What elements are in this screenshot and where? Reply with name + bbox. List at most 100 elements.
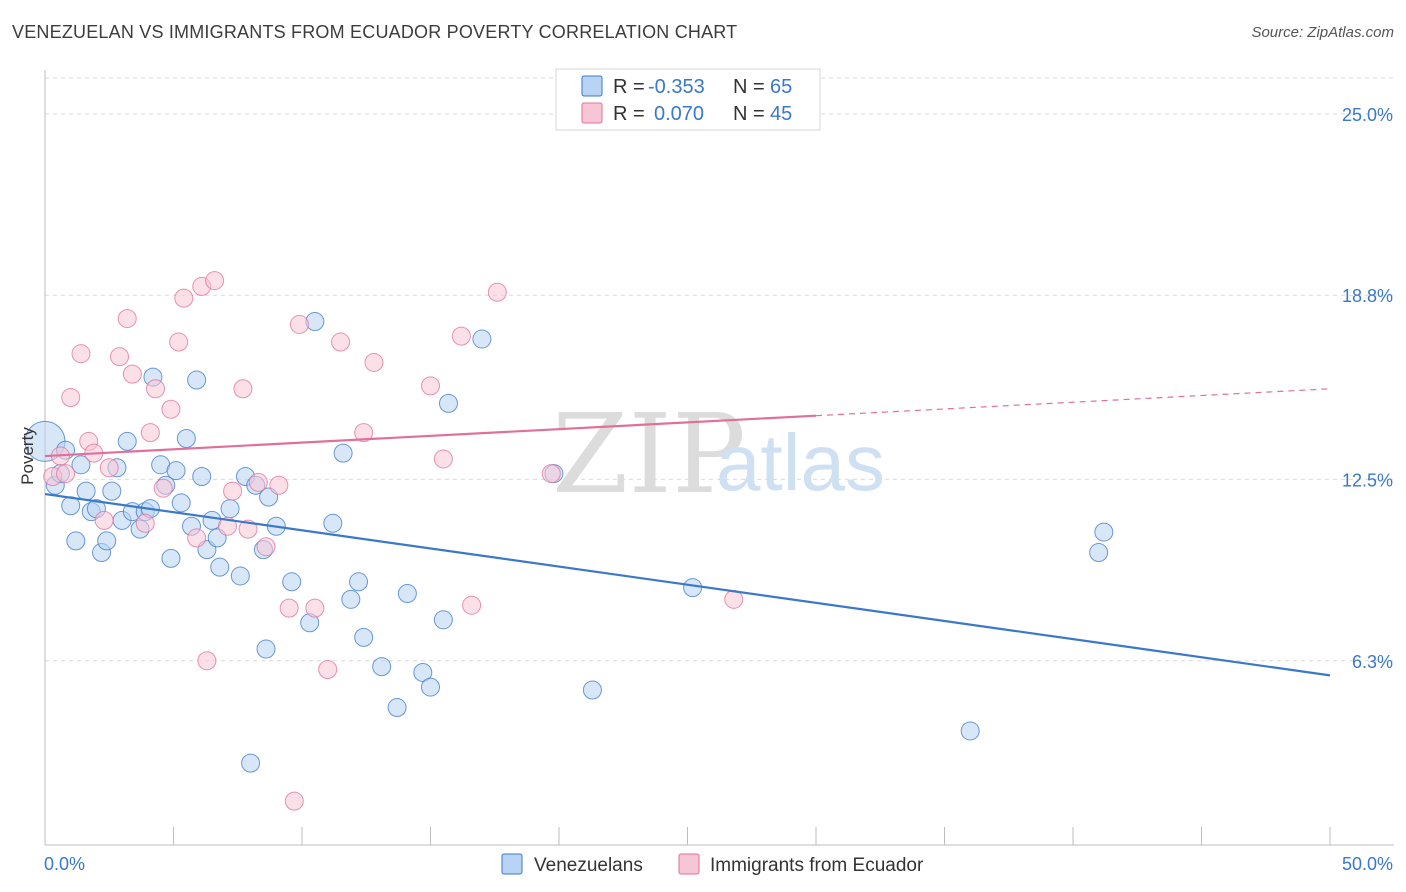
ecuador-point-30 — [279, 598, 299, 618]
venezuelan-point-42 — [256, 639, 276, 659]
y-tick-label-1: 12.5% — [1342, 470, 1393, 490]
ecuador-point-31 — [284, 791, 304, 811]
ecuador-point-2 — [56, 464, 76, 484]
ecuador-point-3 — [61, 388, 81, 408]
ecuador-point-9 — [110, 347, 130, 367]
trend-line-0 — [44, 492, 1331, 677]
chart-title: VENEZUELAN VS IMMIGRANTS FROM ECUADOR PO… — [12, 22, 738, 42]
x-tick-labels: 0.0% 50.0% — [44, 854, 1393, 874]
legend: R = -0.353 N = 65 R = 0.070 N = 45 — [555, 68, 821, 131]
venezuelan-point-23 — [161, 548, 181, 568]
legend-swatch-blue — [581, 75, 603, 97]
ecuador-point-13 — [140, 423, 160, 443]
ecuador-point-42 — [487, 282, 507, 302]
ecuador-point-33 — [305, 598, 325, 618]
venezuelan-point-26 — [176, 428, 196, 448]
data-points — [24, 271, 1114, 811]
venezuelan-point-37 — [241, 753, 261, 773]
venezuelan-point-6 — [71, 455, 91, 475]
venezuelan-point-53 — [397, 583, 417, 603]
venezuelan-point-47 — [333, 443, 353, 463]
ecuador-point-23 — [217, 516, 237, 536]
ecuador-point-19 — [187, 528, 207, 548]
ecuador-point-18 — [174, 288, 194, 308]
watermark: ZIP atlas — [552, 390, 885, 518]
venezuelan-point-60 — [582, 680, 602, 700]
venezuelan-point-34 — [220, 499, 240, 519]
venezuelan-point-12 — [102, 481, 122, 501]
legend-n-value-1: 65 — [770, 76, 792, 98]
bottom-legend: Venezuelans Immigrants from Ecuador — [501, 853, 924, 876]
watermark-zip: ZIP — [552, 390, 746, 518]
bottom-legend-swatch-pink — [678, 853, 700, 875]
ecuador-point-44 — [541, 464, 561, 484]
venezuelan-point-24 — [166, 461, 186, 481]
ecuador-point-36 — [354, 423, 374, 443]
legend-r-label-1: R = — [613, 76, 645, 98]
venezuelan-point-64 — [1094, 522, 1114, 542]
chart-source: Source: ZipAtlas.com — [1251, 24, 1394, 41]
ecuador-point-35 — [331, 332, 351, 352]
ecuador-point-21 — [197, 651, 217, 671]
legend-r-label-2: R = — [613, 103, 645, 125]
ecuador-point-26 — [238, 519, 258, 539]
venezuelan-point-55 — [421, 677, 440, 697]
bottom-legend-label-ecuador: Immigrants from Ecuador — [710, 855, 924, 876]
ecuador-point-4 — [71, 344, 91, 364]
y-tick-label-0: 6.3% — [1352, 652, 1393, 672]
y-tick-label-3: 25.0% — [1342, 105, 1393, 125]
legend-r-value-2: 0.070 — [654, 103, 704, 125]
ecuador-point-17 — [169, 332, 189, 352]
venezuelan-point-56 — [433, 610, 453, 630]
venezuelan-point-11 — [97, 531, 117, 551]
ecuador-point-15 — [153, 478, 173, 498]
bottom-legend-label-venezuelans: Venezuelans — [534, 855, 643, 876]
ecuador-point-22 — [205, 271, 225, 291]
venezuelan-point-62 — [960, 721, 980, 741]
y-axis-title: Poverty — [18, 427, 37, 485]
legend-swatch-pink — [581, 102, 603, 124]
ecuador-point-38 — [421, 376, 440, 396]
venezuelan-point-52 — [387, 698, 407, 718]
trend-line-1 — [44, 414, 817, 458]
ecuador-point-37 — [364, 352, 384, 372]
ecuador-point-34 — [318, 660, 338, 680]
ecuador-point-10 — [117, 309, 137, 329]
venezuelan-point-15 — [117, 431, 137, 451]
ecuador-point-29 — [269, 475, 289, 495]
venezuelan-point-33 — [210, 557, 230, 577]
venezuelan-point-50 — [354, 627, 374, 647]
y-tick-label-2: 18.8% — [1342, 286, 1393, 306]
venezuelan-point-49 — [349, 572, 369, 592]
venezuelan-point-28 — [187, 370, 207, 390]
venezuelan-point-45 — [305, 312, 325, 332]
ecuador-point-41 — [462, 595, 482, 615]
legend-n-label-2: N = — [733, 103, 765, 125]
trend-lines — [44, 388, 1331, 677]
ecuador-point-24 — [223, 481, 243, 501]
ecuador-point-7 — [94, 510, 114, 530]
ecuador-point-8 — [99, 458, 119, 478]
legend-n-value-2: 45 — [770, 103, 792, 125]
venezuelan-point-35 — [230, 566, 250, 586]
ecuador-point-32 — [289, 314, 309, 334]
ecuador-point-12 — [135, 513, 155, 533]
venezuelan-point-63 — [1089, 543, 1109, 563]
ecuador-point-39 — [433, 449, 453, 469]
venezuelan-point-46 — [323, 513, 343, 533]
venezuelan-point-29 — [192, 467, 212, 487]
ecuador-point-14 — [146, 379, 166, 399]
bottom-legend-swatch-blue — [501, 853, 523, 875]
watermark-atlas: atlas — [716, 418, 885, 507]
venezuelan-point-25 — [171, 493, 191, 513]
ecuador-point-16 — [161, 399, 181, 419]
venezuelan-point-54 — [413, 662, 433, 682]
venezuelan-point-5 — [66, 531, 86, 551]
ecuador-point-27 — [248, 472, 268, 492]
x-tick-label-1: 50.0% — [1342, 854, 1393, 874]
venezuelan-point-51 — [372, 657, 392, 677]
venezuelan-point-61 — [683, 578, 703, 598]
ecuador-point-40 — [451, 326, 471, 346]
legend-n-label-1: N = — [733, 76, 765, 98]
